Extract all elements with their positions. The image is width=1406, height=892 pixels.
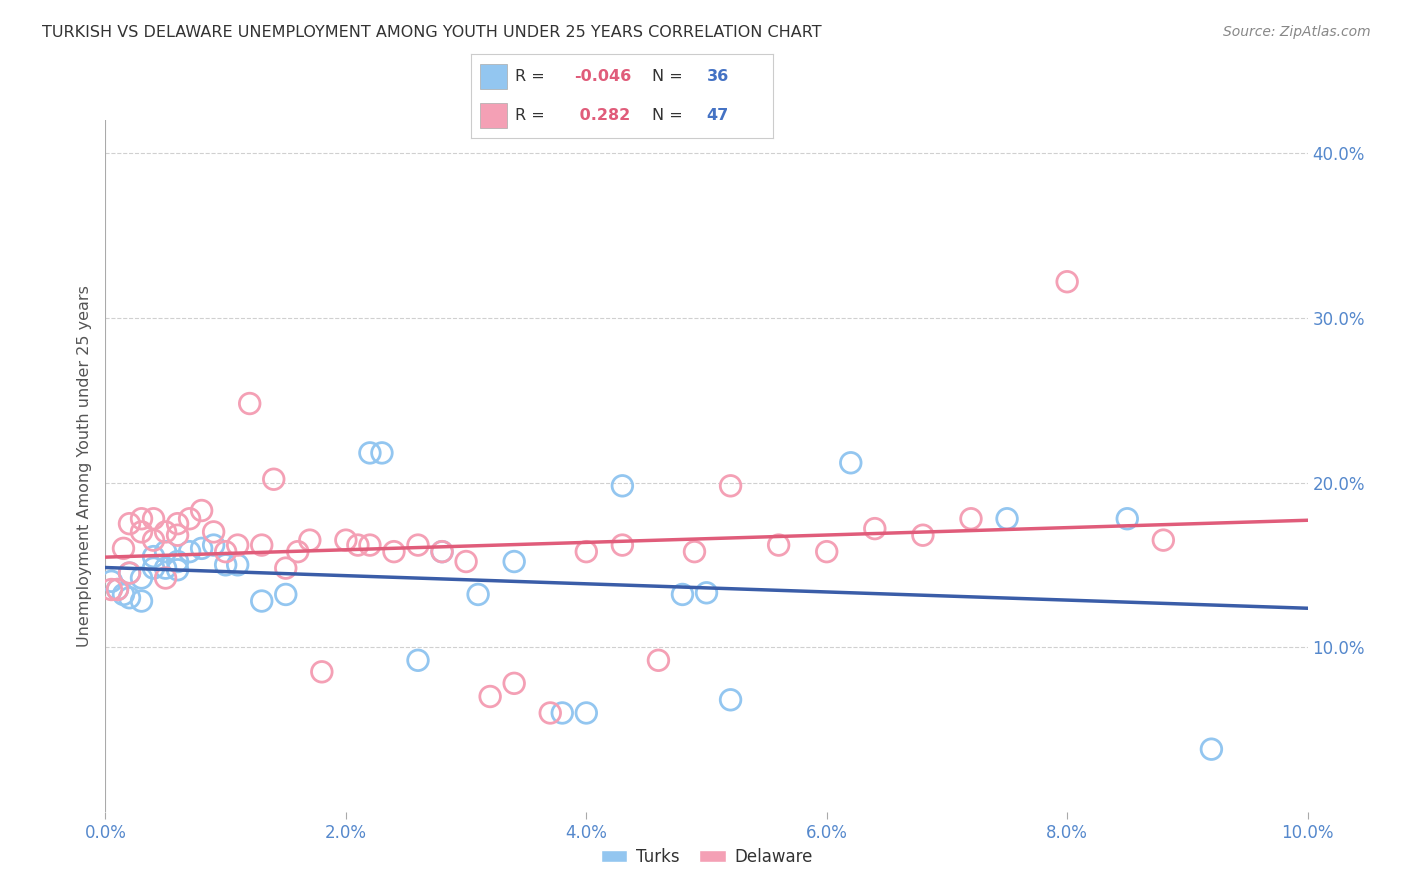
- Point: [226, 538, 249, 552]
- Point: [155, 544, 177, 558]
- FancyBboxPatch shape: [479, 63, 508, 89]
- FancyBboxPatch shape: [479, 103, 508, 128]
- Point: [142, 561, 165, 575]
- Text: -0.046: -0.046: [574, 69, 631, 84]
- Point: [479, 690, 502, 704]
- Point: [250, 594, 273, 608]
- Point: [382, 544, 405, 558]
- Point: [768, 538, 790, 552]
- Point: [190, 541, 212, 556]
- Point: [166, 528, 188, 542]
- Point: [214, 558, 236, 572]
- Point: [454, 555, 477, 569]
- Text: N =: N =: [652, 108, 689, 123]
- Point: [131, 594, 153, 608]
- Point: [118, 516, 141, 531]
- Point: [815, 544, 838, 558]
- Text: R =: R =: [515, 108, 550, 123]
- Point: [287, 544, 309, 558]
- Point: [612, 479, 634, 493]
- Text: Source: ZipAtlas.com: Source: ZipAtlas.com: [1223, 25, 1371, 39]
- Point: [298, 533, 321, 548]
- Point: [503, 676, 526, 690]
- Point: [214, 544, 236, 558]
- Point: [1116, 512, 1139, 526]
- Point: [166, 555, 188, 569]
- Legend: Turks, Delaware: Turks, Delaware: [593, 841, 820, 872]
- Point: [226, 558, 249, 572]
- Text: R =: R =: [515, 69, 550, 84]
- Y-axis label: Unemployment Among Youth under 25 years: Unemployment Among Youth under 25 years: [77, 285, 93, 647]
- Point: [142, 533, 165, 548]
- Point: [274, 587, 297, 601]
- Point: [671, 587, 693, 601]
- Point: [107, 582, 129, 597]
- Point: [960, 512, 983, 526]
- Point: [911, 528, 934, 542]
- Point: [202, 524, 225, 539]
- Point: [335, 533, 357, 548]
- Point: [551, 706, 574, 720]
- Point: [1056, 275, 1078, 289]
- Point: [696, 586, 718, 600]
- Point: [347, 538, 370, 552]
- Point: [995, 512, 1018, 526]
- Point: [575, 706, 598, 720]
- Point: [683, 544, 706, 558]
- Point: [166, 563, 188, 577]
- Text: 36: 36: [707, 69, 730, 84]
- Point: [538, 706, 561, 720]
- Point: [467, 587, 489, 601]
- Point: [839, 456, 862, 470]
- Point: [118, 591, 141, 605]
- Point: [274, 561, 297, 575]
- Point: [118, 566, 141, 580]
- Text: N =: N =: [652, 69, 689, 84]
- Point: [179, 512, 201, 526]
- Point: [112, 541, 135, 556]
- Point: [166, 516, 188, 531]
- Point: [202, 538, 225, 552]
- Point: [100, 574, 122, 589]
- Point: [155, 571, 177, 585]
- Point: [575, 544, 598, 558]
- Point: [118, 566, 141, 580]
- Point: [406, 538, 429, 552]
- Point: [503, 555, 526, 569]
- Point: [720, 693, 742, 707]
- Point: [107, 582, 129, 597]
- Point: [142, 512, 165, 526]
- Point: [359, 538, 381, 552]
- Point: [100, 582, 122, 597]
- Point: [430, 544, 453, 558]
- Point: [131, 524, 153, 539]
- Point: [612, 538, 634, 552]
- Point: [155, 561, 177, 575]
- Point: [250, 538, 273, 552]
- Text: 0.282: 0.282: [574, 108, 630, 123]
- Point: [131, 571, 153, 585]
- Point: [131, 512, 153, 526]
- Point: [179, 544, 201, 558]
- Point: [1201, 742, 1223, 756]
- Point: [371, 446, 394, 460]
- Point: [406, 653, 429, 667]
- Point: [155, 524, 177, 539]
- Point: [311, 665, 333, 679]
- Text: TURKISH VS DELAWARE UNEMPLOYMENT AMONG YOUTH UNDER 25 YEARS CORRELATION CHART: TURKISH VS DELAWARE UNEMPLOYMENT AMONG Y…: [42, 25, 821, 40]
- Point: [863, 522, 886, 536]
- Point: [430, 544, 453, 558]
- Point: [239, 396, 262, 410]
- Text: 47: 47: [707, 108, 730, 123]
- Point: [1152, 533, 1174, 548]
- Point: [142, 549, 165, 564]
- Point: [190, 503, 212, 517]
- Point: [720, 479, 742, 493]
- Point: [647, 653, 669, 667]
- Point: [359, 446, 381, 460]
- Point: [112, 587, 135, 601]
- Point: [263, 472, 285, 486]
